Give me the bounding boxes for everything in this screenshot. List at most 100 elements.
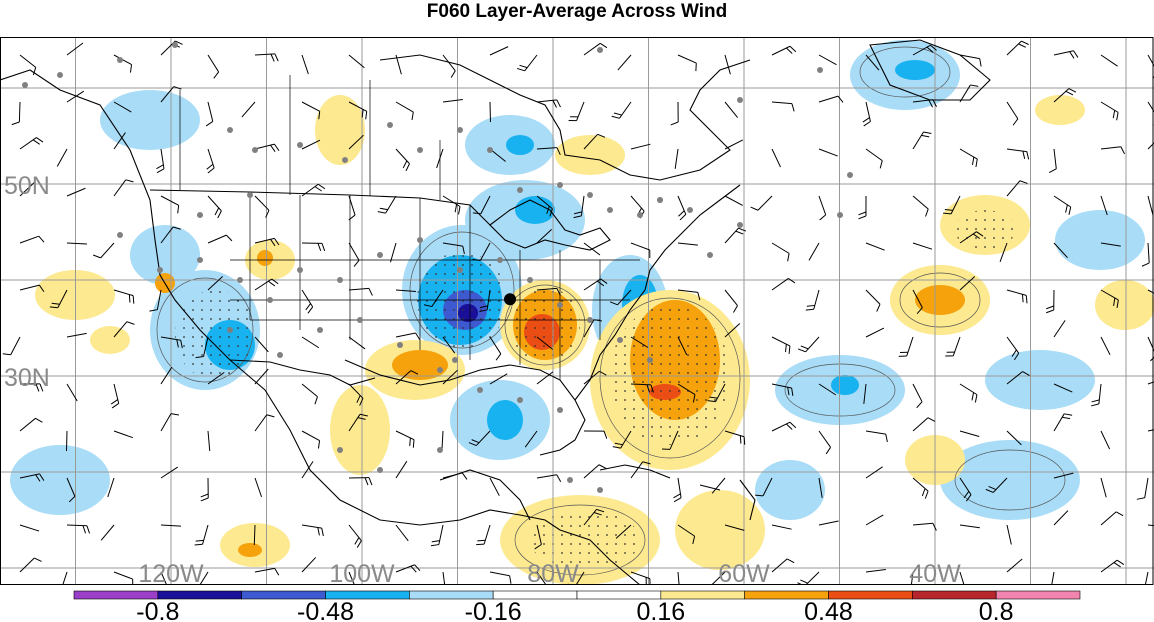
wind-barb	[19, 524, 40, 532]
station-dot	[707, 252, 713, 258]
wind-barb	[441, 430, 444, 451]
wind-barb	[160, 366, 173, 385]
contour-lines	[156, 46, 1066, 576]
wind-barb	[1100, 146, 1125, 155]
wind-barb	[670, 101, 679, 126]
state-lines	[230, 192, 640, 380]
wind-barb	[865, 430, 888, 443]
pos-area-hudson	[1035, 95, 1085, 125]
wind-barb	[771, 336, 791, 354]
wind-barb	[442, 336, 456, 354]
wind-barb	[476, 524, 491, 546]
station-dot	[847, 172, 853, 178]
wind-barb	[912, 242, 933, 250]
wind-barb	[395, 332, 421, 341]
wind-barb	[707, 383, 726, 403]
station-dot	[587, 192, 593, 198]
wind-barb	[1046, 289, 1055, 314]
station-dot	[297, 142, 303, 148]
station-dot	[417, 147, 423, 153]
colorbar-tick-label: 0.16	[636, 598, 685, 622]
wind-barb	[912, 383, 923, 409]
wind-barb	[1053, 50, 1079, 59]
wind-barb	[160, 466, 178, 479]
wind-barb	[113, 571, 134, 585]
wind-barb	[818, 520, 839, 526]
neg-area-south	[940, 440, 1080, 520]
pos-core-central-atlantic	[915, 285, 965, 315]
station-dot	[607, 207, 613, 213]
wind-barb	[254, 195, 270, 218]
wind-barb	[724, 227, 747, 244]
neg-area-pacific	[130, 225, 200, 285]
wind-barb	[1100, 430, 1111, 450]
wind-barb	[630, 143, 651, 150]
wind-barb	[93, 242, 115, 259]
wind-barb	[536, 571, 547, 585]
wind-barb	[254, 237, 280, 247]
wind-barb	[536, 287, 561, 296]
wind-barb	[1147, 142, 1154, 150]
wind-barb	[19, 284, 45, 293]
station-dot	[557, 302, 563, 308]
wind-barb	[348, 134, 364, 150]
pos-core-south-pacific	[238, 543, 262, 557]
pos-area-maritimes	[555, 135, 625, 175]
wind-barb	[113, 179, 134, 197]
wind-barb	[19, 54, 37, 76]
wind-barb	[442, 472, 468, 480]
wind-barb	[536, 99, 561, 108]
wind-barb	[750, 195, 773, 211]
wind-barb	[617, 54, 632, 71]
wind-barb	[583, 133, 606, 150]
station-dot	[452, 357, 458, 363]
wind-barb	[442, 54, 456, 78]
wind-barb	[348, 287, 373, 296]
wind-barb	[912, 289, 923, 315]
wind-barb	[301, 430, 321, 449]
wind-barbs	[2, 40, 1154, 585]
wind-barb	[583, 319, 602, 338]
wind-barb	[1006, 430, 1022, 446]
wind-barb	[1053, 320, 1066, 338]
wind-barb	[62, 571, 68, 585]
wind-barb	[583, 278, 608, 291]
wind-barb	[348, 54, 365, 69]
wind-barb	[959, 276, 976, 291]
wind-barb	[959, 477, 972, 502]
wind-barb	[677, 336, 688, 356]
station-dot	[337, 277, 343, 283]
wind-barb	[241, 101, 256, 118]
colorbar-box	[995, 590, 1081, 600]
stipple-caribbean	[530, 510, 640, 570]
wind-barb	[19, 235, 45, 244]
station-dot	[557, 182, 563, 188]
neg-area-atlantic-east	[1055, 210, 1145, 270]
wind-barb	[771, 383, 794, 396]
wind-barb	[301, 383, 318, 405]
wind-barb	[583, 464, 607, 479]
wind-barb	[206, 148, 215, 174]
wind-barb	[254, 477, 263, 498]
station-dot	[237, 277, 243, 283]
wind-barb	[395, 101, 414, 121]
wind-barb	[1100, 559, 1125, 573]
location-marker	[504, 293, 517, 306]
wind-barb	[771, 524, 792, 530]
wind-barb	[395, 148, 410, 172]
wind-barb	[1053, 383, 1073, 393]
wind-barb	[160, 195, 180, 214]
wind-barb	[583, 242, 601, 256]
wind-barb	[301, 461, 314, 479]
canada-provinces	[179, 75, 441, 200]
wind-barb	[1006, 558, 1023, 573]
station-dot	[227, 127, 233, 133]
wind-barb	[865, 54, 880, 71]
wind-barb	[524, 430, 538, 448]
station-dot	[252, 147, 258, 153]
wind-barb	[1051, 571, 1055, 585]
wind-barb	[348, 336, 366, 350]
station-dot	[517, 187, 523, 193]
wind-barb	[254, 143, 280, 152]
wind-barb	[630, 336, 649, 348]
